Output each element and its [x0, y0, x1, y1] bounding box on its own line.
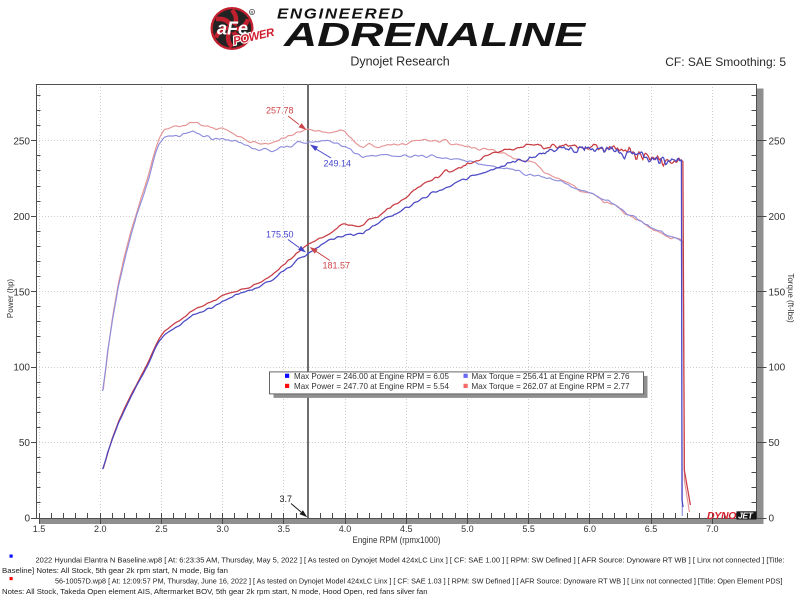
- svg-text:0: 0: [24, 514, 30, 525]
- svg-text:1.5: 1.5: [33, 524, 46, 534]
- svg-text:Engine RPM (rpmx1000): Engine RPM (rpmx1000): [353, 535, 441, 545]
- svg-text:3.0: 3.0: [216, 524, 229, 534]
- svg-text:CF: SAE Smoothing: 5: CF: SAE Smoothing: 5: [665, 55, 786, 69]
- svg-text:0: 0: [769, 514, 775, 525]
- svg-text:181.57: 181.57: [323, 261, 351, 271]
- svg-text:2.5: 2.5: [155, 524, 168, 534]
- svg-text:150: 150: [769, 287, 786, 298]
- svg-text:R: R: [250, 10, 253, 15]
- svg-text:ADRENALINE: ADRENALINE: [283, 16, 587, 53]
- svg-text:2022 Hyundai Elantra N Baselin: 2022 Hyundai Elantra N Baseline.wp8 [ At…: [36, 555, 785, 564]
- svg-text:DYNO: DYNO: [707, 510, 736, 522]
- svg-text:Torque (ft-lbs): Torque (ft-lbs): [786, 273, 795, 323]
- svg-text:175.50: 175.50: [266, 230, 294, 240]
- svg-text:50: 50: [769, 438, 781, 449]
- svg-text:56-10057D.wp8 [ At: 12:09:57 P: 56-10057D.wp8 [ At: 12:09:57 PM, Thursda…: [55, 577, 783, 586]
- svg-text:3.7: 3.7: [280, 494, 293, 504]
- svg-text:250: 250: [13, 136, 30, 147]
- svg-text:50: 50: [19, 438, 31, 449]
- svg-text:Max Power = 246.00 at Engine: Max Power = 246.00 at Engine RPM = 6.05: [294, 371, 449, 381]
- svg-text:5.5: 5.5: [522, 524, 535, 534]
- svg-text:Dynojet Research: Dynojet Research: [350, 55, 449, 69]
- svg-text:JET: JET: [738, 510, 754, 520]
- svg-text:200: 200: [769, 212, 786, 223]
- svg-text:Max Torque = 256.41 at Engin: Max Torque = 256.41 at Engine RPM = 2.76: [472, 371, 630, 381]
- svg-text:100: 100: [769, 363, 786, 374]
- svg-text:Max Power = 247.70 at Engine: Max Power = 247.70 at Engine RPM = 5.54: [294, 381, 449, 391]
- svg-text:5.0: 5.0: [461, 524, 474, 534]
- svg-text:100: 100: [13, 363, 30, 374]
- svg-text:7.0: 7.0: [706, 524, 719, 534]
- svg-text:249.14: 249.14: [324, 159, 352, 169]
- svg-text:6.5: 6.5: [645, 524, 658, 534]
- svg-text:aFe: aFe: [217, 19, 248, 39]
- svg-text:257.78: 257.78: [266, 106, 294, 116]
- svg-text:4.5: 4.5: [400, 524, 413, 534]
- svg-text:150: 150: [13, 287, 30, 298]
- svg-text:2.0: 2.0: [94, 524, 107, 534]
- svg-text:3.5: 3.5: [278, 524, 291, 534]
- svg-text:4.0: 4.0: [339, 524, 352, 534]
- svg-text:ENGINEERED: ENGINEERED: [277, 6, 405, 23]
- svg-text:Max Torque = 262.07 at Engin: Max Torque = 262.07 at Engine RPM = 2.77: [472, 381, 630, 391]
- svg-text:250: 250: [769, 136, 786, 147]
- svg-text:6.0: 6.0: [584, 524, 597, 534]
- svg-text:Notes: All Stock, Takeda Open: Notes: All Stock, Takeda Open element AI…: [2, 587, 428, 596]
- svg-text:Baseline] Notes: All Stock, 5: Baseline] Notes: All Stock, 5th gear 2k …: [2, 566, 228, 575]
- svg-text:200: 200: [13, 212, 30, 223]
- svg-text:Power (hp): Power (hp): [6, 279, 15, 318]
